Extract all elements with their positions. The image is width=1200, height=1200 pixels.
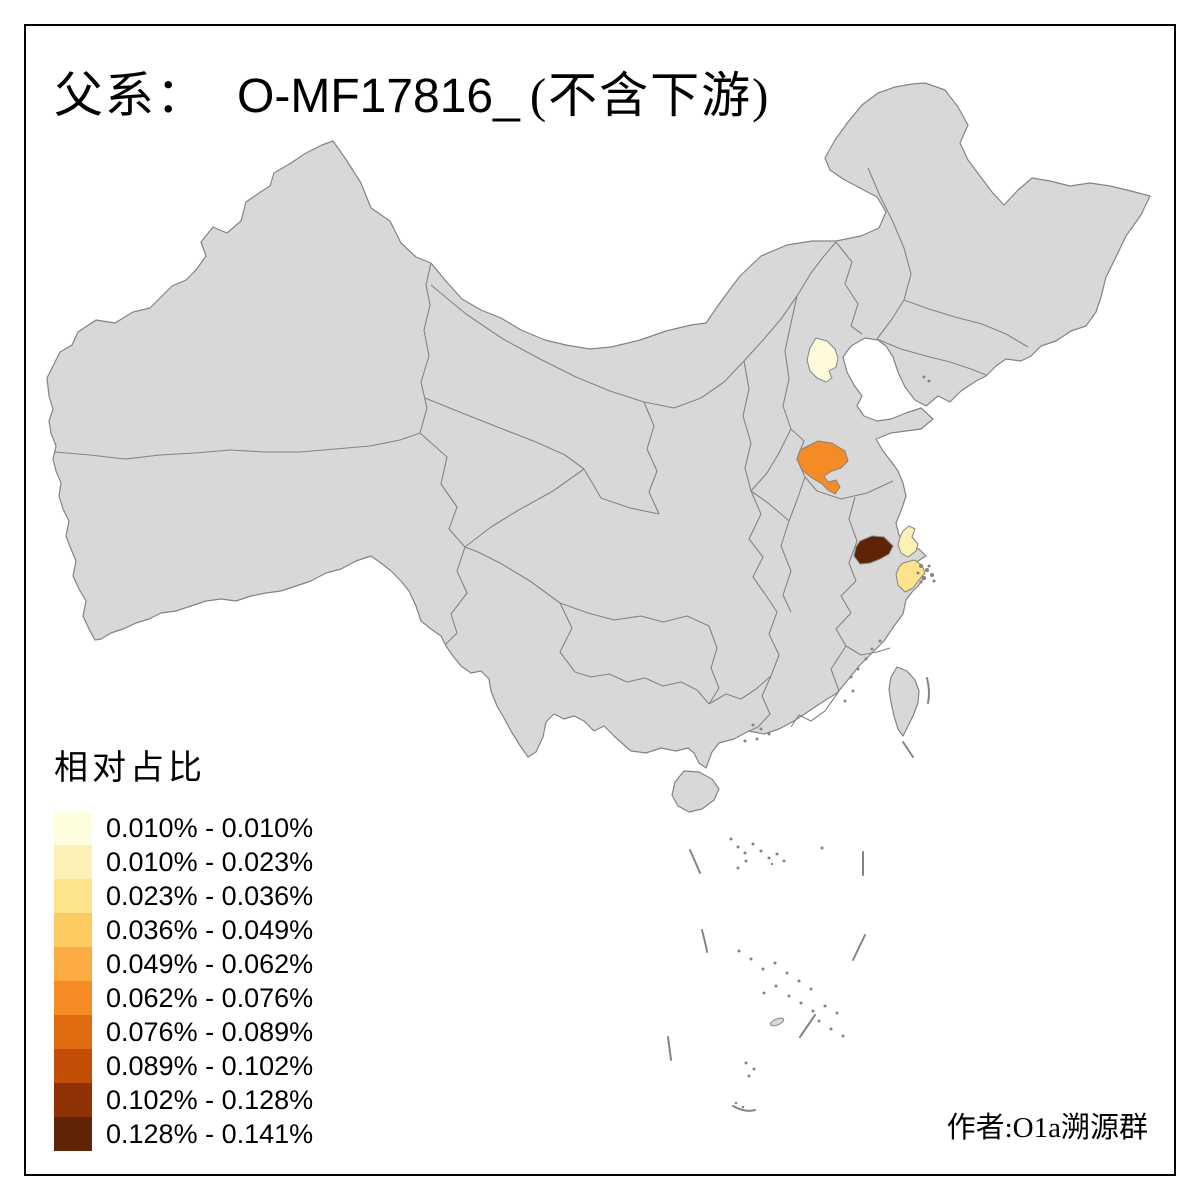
legend-class-label: 0.049% - 0.062% — [106, 948, 314, 979]
legend-class-label: 0.076% - 0.089% — [106, 1016, 314, 1047]
author-credit: 作者:O1a溯源群 — [946, 1112, 1148, 1144]
legend-class-label: 0.128% - 0.141% — [106, 1118, 314, 1149]
title-prefix: 父系： — [54, 68, 208, 123]
region-beijing — [806, 337, 839, 383]
legend-swatch — [54, 811, 92, 845]
legend-row: 0.089% - 0.102% — [54, 1049, 313, 1083]
legend: 相对占比 0.010% - 0.010% 0.010% - 0.023% 0.023… — [54, 740, 313, 1151]
page-title: 父系： O-MF17816_ (不含下游) — [54, 56, 770, 127]
legend-swatch — [54, 913, 92, 947]
legend-class-label: 0.010% - 0.010% — [106, 812, 314, 843]
region-south-jiangsu — [853, 535, 894, 565]
legend-class-label: 0.089% - 0.102% — [106, 1050, 314, 1081]
hainan-island — [671, 770, 720, 813]
legend-row: 0.128% - 0.141% — [54, 1117, 313, 1151]
title-suffix: (不含下游) — [529, 68, 771, 123]
legend-swatch — [54, 1083, 92, 1117]
title-haplogroup-code: O-MF17816_ — [237, 70, 520, 123]
highlighted-regions — [796, 337, 926, 593]
legend-swatch — [54, 1049, 92, 1083]
legend-class-label: 0.036% - 0.049% — [106, 914, 314, 945]
legend-class-label: 0.102% - 0.128% — [106, 1084, 314, 1115]
legend-row: 0.010% - 0.023% — [54, 845, 313, 879]
legend-swatch — [54, 947, 92, 981]
legend-swatch — [54, 879, 92, 913]
nine-dash-line — [667, 677, 931, 1112]
mainland-china-shape — [46, 82, 1151, 769]
taiwan-island — [888, 666, 920, 737]
region-hangzhou-bay-south — [895, 559, 926, 593]
legend-row: 0.049% - 0.062% — [54, 947, 313, 981]
legend-row: 0.010% - 0.010% — [54, 811, 313, 845]
legend-swatch — [54, 1015, 92, 1049]
island-specks — [729, 375, 936, 1109]
legend-row: 0.102% - 0.128% — [54, 1083, 313, 1117]
legend-swatch — [54, 981, 92, 1015]
legend-class-label: 0.062% - 0.076% — [106, 982, 314, 1013]
legend-row: 0.062% - 0.076% — [54, 981, 313, 1015]
legend-class-label: 0.023% - 0.036% — [106, 880, 314, 911]
legend-row: 0.023% - 0.036% — [54, 879, 313, 913]
legend-swatch — [54, 1117, 92, 1151]
legend-row: 0.076% - 0.089% — [54, 1015, 313, 1049]
spratly-islet — [769, 1017, 785, 1027]
legend-row: 0.036% - 0.049% — [54, 913, 313, 947]
legend-class-label: 0.010% - 0.023% — [106, 846, 314, 877]
province-borders — [54, 167, 1029, 732]
legend-swatch — [54, 845, 92, 879]
legend-rows: 0.010% - 0.010% 0.010% - 0.023% 0.023% - 0… — [54, 811, 313, 1151]
region-nantong — [897, 525, 919, 558]
region-jinan-shandong — [796, 440, 849, 495]
legend-title: 相对占比 — [54, 750, 206, 787]
